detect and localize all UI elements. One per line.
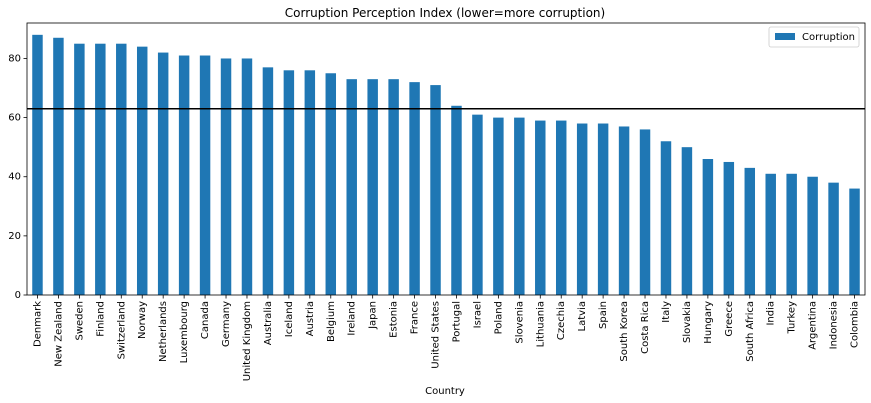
x-tick-label: United States xyxy=(431,301,442,369)
bar-hungary xyxy=(702,159,714,295)
x-tick-label: Colombia xyxy=(850,301,861,348)
x-tick-label: Israel xyxy=(472,301,483,328)
x-tick-label: Slovenia xyxy=(514,301,525,344)
bar-israel xyxy=(472,114,483,296)
bar-united-kingdom xyxy=(241,58,253,296)
x-tick-label: Spain xyxy=(598,301,609,329)
x-tick-label: New Zealand xyxy=(53,301,64,367)
y-tick-label: 40 xyxy=(8,172,21,183)
bar-colombia xyxy=(849,188,860,295)
x-tick-label: Turkey xyxy=(787,301,798,335)
bar-united-states xyxy=(430,85,441,295)
legend-box xyxy=(768,26,860,48)
x-tick-label: Norway xyxy=(137,301,148,339)
bar-portugal xyxy=(451,105,462,295)
bar-slovakia xyxy=(681,147,693,295)
bar-belgium xyxy=(325,73,337,295)
x-tick-label: Switzerland xyxy=(116,301,127,359)
bar-poland xyxy=(493,117,504,295)
bar-switzerland xyxy=(116,43,127,296)
bar-spain xyxy=(597,123,609,296)
x-axis: Denmark New Zealand Sweden Finland Switzerla… xyxy=(32,295,861,381)
x-tick-label: Finland xyxy=(95,301,106,337)
bar-luxembourg xyxy=(178,55,190,295)
x-tick-label: Denmark xyxy=(32,301,43,347)
bar-italy xyxy=(660,141,672,295)
bar-norway xyxy=(136,46,148,296)
x-tick-label: Iceland xyxy=(284,301,295,337)
bar-denmark xyxy=(32,34,43,295)
x-tick-label: South Korea xyxy=(619,301,630,362)
x-tick-label: Canada xyxy=(200,301,211,339)
bar-australia xyxy=(262,67,274,295)
bar-lithuania xyxy=(535,120,546,295)
bar-greece xyxy=(723,161,735,295)
bar-south-africa xyxy=(744,167,756,295)
x-tick-label: Sweden xyxy=(74,301,85,341)
legend: Corruption xyxy=(768,26,860,48)
x-tick-label: Netherlands xyxy=(158,301,169,362)
x-tick-label: Indonesia xyxy=(829,301,840,349)
x-tick-label: Poland xyxy=(493,301,504,334)
x-tick-label: Austria xyxy=(305,301,316,336)
x-tick-label: Ireland xyxy=(347,301,358,336)
bar-germany xyxy=(220,58,232,296)
bar-slovenia xyxy=(514,117,525,295)
x-tick-label: Belgium xyxy=(326,301,337,342)
x-tick-label: Australia xyxy=(263,301,274,345)
x-tick-label: Portugal xyxy=(451,301,462,342)
y-tick-label: 60 xyxy=(8,113,21,124)
x-tick-label: Italy xyxy=(661,301,672,323)
x-tick-label: Costa Rica xyxy=(640,301,651,354)
bar-india xyxy=(765,173,776,295)
bar-series xyxy=(32,34,860,296)
x-tick-label: Hungary xyxy=(703,301,714,344)
bar-indonesia xyxy=(828,182,839,295)
legend-label: Corruption xyxy=(802,32,855,43)
bar-czechia xyxy=(555,120,567,295)
bar-austria xyxy=(304,70,316,295)
x-tick-label: South Africa xyxy=(745,301,756,362)
x-axis-label: Country xyxy=(425,386,465,397)
legend-swatch xyxy=(775,33,795,40)
x-tick-label: Slovakia xyxy=(682,301,693,343)
x-tick-label: United Kingdom xyxy=(242,301,253,381)
x-tick-label: Luxembourg xyxy=(179,301,190,363)
x-tick-label: Estonia xyxy=(389,301,400,338)
bar-netherlands xyxy=(157,52,169,295)
x-tick-label: Japan xyxy=(368,301,379,330)
x-tick-label: Lithuania xyxy=(535,301,546,347)
bar-iceland xyxy=(283,70,295,295)
bar-ireland xyxy=(346,79,357,295)
bar-sweden xyxy=(74,43,85,296)
bar-costa-rica xyxy=(639,129,651,295)
bar-turkey xyxy=(786,173,797,295)
x-tick-label: India xyxy=(766,301,777,326)
bar-latvia xyxy=(576,123,588,296)
y-tick-label: 20 xyxy=(8,231,21,242)
bar-south-korea xyxy=(618,126,630,295)
bar-france xyxy=(409,82,420,295)
x-tick-label: Latvia xyxy=(577,301,588,331)
x-tick-label: Czechia xyxy=(556,301,567,340)
y-tick-label: 0 xyxy=(15,290,21,301)
plot-frame xyxy=(26,22,866,296)
bar-estonia xyxy=(388,79,399,295)
bar-new-zealand xyxy=(53,37,64,295)
y-tick-label: 80 xyxy=(8,53,21,64)
x-tick-label: Argentina xyxy=(808,301,819,350)
bar-canada xyxy=(199,55,211,295)
y-axis: 0 20 40 60 80 xyxy=(8,53,27,301)
x-tick-label: Greece xyxy=(724,301,735,337)
chart-title: Corruption Perception Index (lower=more … xyxy=(285,6,605,20)
bar-japan xyxy=(367,79,378,295)
bar-finland xyxy=(95,43,106,296)
x-tick-label: France xyxy=(410,301,421,334)
bar-argentina xyxy=(807,176,818,295)
x-tick-label: Germany xyxy=(221,301,232,347)
